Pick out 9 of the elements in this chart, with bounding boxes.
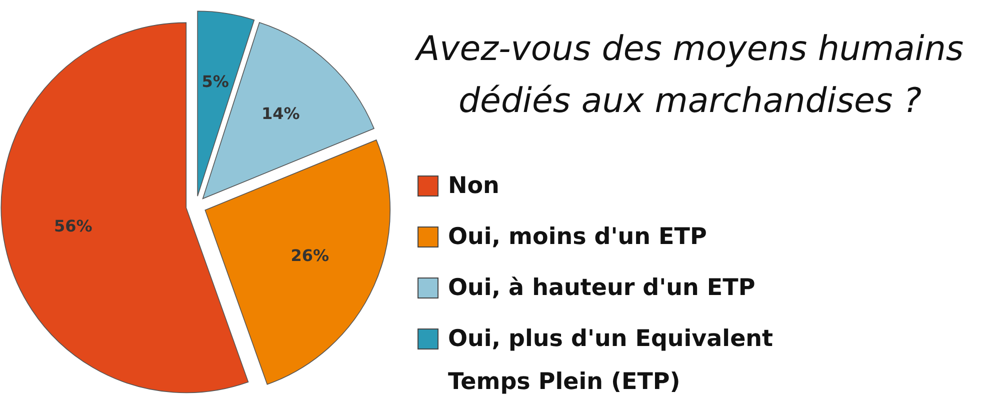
legend-label: Oui, moins d'un ETP — [448, 224, 707, 250]
data-label: 56% — [54, 216, 92, 236]
legend-label: Oui, à hauteur d'un ETP — [448, 275, 756, 302]
text: Avez-vous des moyens humains dédiés aux marchandises ? — [414, 29, 964, 121]
data-label: 26% — [290, 246, 330, 266]
data-label: 14% — [262, 104, 300, 123]
legend-label: Non — [448, 173, 500, 200]
legend-label: Oui, plus d'un Equivalent Temps Plein (ETP) — [448, 326, 774, 396]
data-label: 5% — [202, 72, 229, 92]
